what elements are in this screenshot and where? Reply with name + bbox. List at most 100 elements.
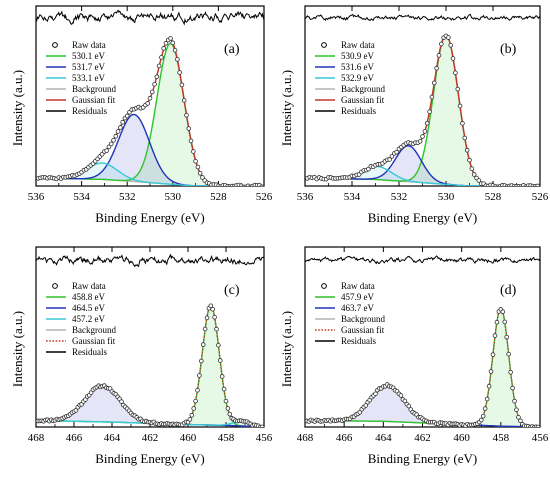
peak-fill-2 (305, 385, 540, 427)
raw-data-point (457, 103, 463, 109)
raw-data-point (177, 70, 182, 75)
raw-data-point (111, 138, 116, 143)
legend-label: Raw data (341, 281, 375, 291)
x-tick-label: 466 (336, 432, 353, 444)
x-tick-label: 534 (344, 191, 361, 203)
raw-data-point (417, 139, 423, 144)
raw-data-point (420, 134, 425, 139)
raw-data-point (156, 63, 162, 69)
raw-data-point (486, 383, 492, 389)
y-axis-title: Intensity (a.u.) (279, 311, 294, 387)
x-tick-label: 464 (375, 432, 392, 444)
x-tick-label: 532 (119, 191, 136, 203)
raw-data-point (406, 403, 412, 409)
raw-data-point (202, 326, 208, 332)
legend-label: Background (72, 84, 116, 94)
raw-data-point (168, 36, 173, 41)
x-tick-label: 462 (142, 432, 159, 444)
raw-data-point (516, 414, 521, 420)
raw-data-point (214, 326, 219, 332)
legend-marker (52, 42, 58, 48)
x-tick-label: 534 (73, 191, 90, 203)
raw-data-points (305, 307, 540, 427)
x-tick-label: 468 (28, 432, 45, 444)
residuals-line (305, 13, 540, 22)
raw-data-point (113, 133, 119, 139)
xps-panel-2: 536 534 532 530 528 526 Binding Energy (eV) Int… (279, 5, 549, 225)
raw-data-point (535, 183, 540, 186)
raw-data-point (398, 393, 404, 398)
raw-data-point (200, 175, 205, 180)
raw-data-point (455, 86, 461, 92)
raw-data-point (460, 121, 465, 126)
raw-data-point (193, 398, 198, 404)
raw-data-point (212, 314, 217, 320)
x-tick-label: 530 (438, 191, 455, 203)
raw-data-point (118, 125, 123, 130)
peak-fill-1 (305, 308, 540, 427)
raw-data-point (492, 333, 498, 338)
raw-data-point (469, 166, 475, 171)
legend-label: Gaussian fit (72, 336, 116, 346)
xps-panel-4: 468 466 464 462 460 458 456 Binding Energy (eV)… (279, 246, 549, 466)
raw-data-point (170, 40, 176, 46)
raw-data-point (108, 141, 114, 147)
peak-fill-2 (305, 145, 540, 186)
raw-data-point (195, 387, 200, 393)
raw-data-point (431, 80, 437, 86)
raw-data-point (422, 129, 428, 134)
raw-data-point (436, 53, 442, 58)
raw-data-point (204, 315, 210, 321)
raw-data-point (193, 158, 198, 164)
x-tick-label: 528 (210, 191, 227, 203)
raw-data-point (504, 334, 510, 340)
raw-data-point (508, 369, 513, 375)
raw-data-point (195, 164, 201, 170)
x-tick-label: 536 (297, 191, 314, 203)
xps-panel-3: 468 466 464 462 460 458 456 Binding Energy (eV)… (10, 246, 273, 466)
peak-fill-2 (36, 114, 264, 186)
y-axis-title: Intensity (a.u.) (10, 70, 25, 146)
raw-data-point (478, 417, 484, 423)
raw-data-point (429, 94, 435, 100)
residuals-line (36, 253, 264, 268)
raw-data-point (453, 70, 458, 76)
raw-data-point (186, 126, 192, 131)
x-tick-label: 458 (493, 432, 510, 444)
raw-data-point (259, 424, 264, 427)
raw-data-point (494, 319, 500, 325)
legend-label: 463.7 eV (341, 303, 374, 313)
raw-data-point (154, 74, 160, 80)
raw-data-point (366, 166, 371, 172)
raw-data-point (163, 40, 169, 46)
raw-data-point (488, 369, 494, 374)
raw-data-point (208, 303, 214, 309)
raw-data-point (502, 319, 508, 325)
legend-marker (52, 283, 58, 289)
raw-data-point (394, 149, 399, 155)
raw-data-point (514, 407, 519, 413)
raw-data-point (357, 410, 363, 415)
legend-label: 457.2 eV (72, 314, 105, 324)
raw-data-point (518, 418, 523, 424)
raw-data-point (476, 178, 482, 183)
raw-data-point (464, 147, 470, 153)
legend-label: Residuals (72, 106, 107, 116)
raw-data-point (199, 358, 204, 364)
raw-data-point (402, 398, 408, 404)
raw-data-points (305, 33, 540, 186)
legend-label: 530.9 eV (341, 51, 374, 61)
raw-data-point (189, 412, 195, 418)
x-tick-label: 460 (180, 432, 197, 444)
raw-data-point (480, 413, 486, 419)
x-tick-label: 456 (256, 432, 273, 444)
legend-label: Background (72, 325, 116, 335)
legend-label: Gaussian fit (341, 95, 385, 105)
plot-area (36, 253, 264, 427)
y-axis-title: Intensity (a.u.) (279, 70, 294, 146)
raw-data-point (535, 424, 540, 427)
raw-data-point (115, 129, 121, 134)
raw-data-point (210, 306, 216, 312)
legend-label: 458.8 eV (72, 292, 105, 302)
